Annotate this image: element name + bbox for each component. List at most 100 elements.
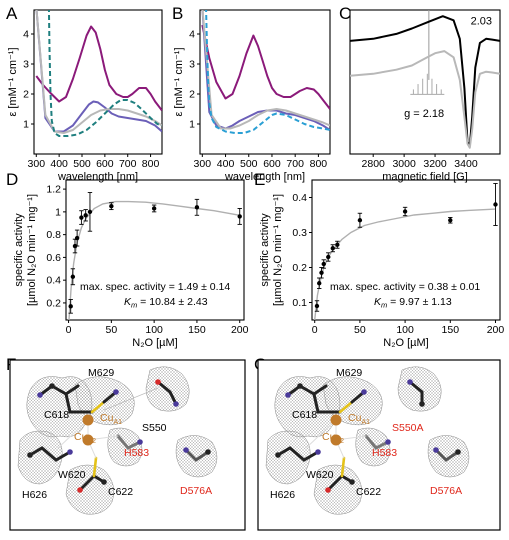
plot-frame <box>199 9 331 155</box>
chart-panel-d: 0 50 100 150 200 0.2 0.4 0.6 0.8 1 1.2 N₂O [µM] spec… <box>13 179 249 349</box>
label-s550: S550 <box>142 422 167 434</box>
x-tick-label: 600 <box>96 158 114 170</box>
data-point <box>109 203 114 209</box>
data-point <box>326 254 331 260</box>
x-tick-label: 3400 <box>454 158 478 170</box>
g-value-annotation-2: g = 2.18 <box>404 108 444 120</box>
km-symbol: K <box>374 296 382 308</box>
y-tick-label: 3 <box>189 59 195 71</box>
data-point <box>151 206 157 211</box>
x-tick-label: 800 <box>142 158 160 170</box>
x-tick-label: 500 <box>240 158 258 170</box>
x-tick-label: 600 <box>263 158 281 170</box>
residue-labels: M629 C618 CuA1 CuA2 S550 H583 H626 W620 … <box>22 367 212 501</box>
x-tick-label: 150 <box>442 324 460 336</box>
series-line-4 <box>47 10 162 137</box>
series-line-2 <box>35 10 162 133</box>
y-tick-label: 0.6 <box>46 252 61 264</box>
label-w620: W620 <box>58 469 86 481</box>
y-axis-label-units: [µmol N₂O min⁻¹ mg⁻¹] <box>272 194 284 306</box>
data-point <box>335 242 340 247</box>
x-tick-label: 50 <box>106 324 118 336</box>
data-point <box>194 205 200 210</box>
label-c622: C622 <box>108 486 133 498</box>
panel-letter-d: D <box>6 170 18 189</box>
series-line-1 <box>350 15 500 147</box>
x-tick-label: 0 <box>66 324 72 336</box>
label-cua2: CuA2 <box>74 431 96 445</box>
x-tick-label: 200 <box>231 324 249 336</box>
label-h626: H626 <box>22 489 47 501</box>
x-tick-label: 0 <box>312 324 318 336</box>
data-point <box>237 214 242 219</box>
data-point <box>74 235 80 241</box>
label-h583: H583 <box>372 447 397 459</box>
data-point <box>79 215 84 220</box>
series-line-4 <box>205 10 330 134</box>
x-tick-label: 200 <box>487 324 505 336</box>
km-value: = 10.84 ± 2.43 <box>137 296 207 308</box>
data-point <box>357 218 363 223</box>
y-tick-label: 0.3 <box>292 227 307 239</box>
points-group <box>314 183 498 320</box>
y-tick-label: 1 <box>23 119 29 131</box>
y-axis-label-units: [µmol N₂O min⁻¹ mg⁻¹] <box>26 194 38 306</box>
series-group <box>350 10 500 149</box>
x-tick-label: 400 <box>50 158 68 170</box>
label-cua1: CuA1 <box>348 412 370 426</box>
series-line-3 <box>35 10 162 134</box>
x-tick-label: 500 <box>73 158 91 170</box>
fit-annotation-km: Km = 9.97 ± 1.13 <box>374 296 452 310</box>
series-line-3 <box>201 10 330 130</box>
y-tick-label: 0.2 <box>46 297 61 309</box>
panel-letter-a: A <box>6 4 18 23</box>
data-point <box>493 202 498 207</box>
panel-letter-e: E <box>254 170 265 189</box>
g-value-annotation: 2.03 <box>471 15 492 27</box>
y-tick-label: 0.4 <box>292 192 307 204</box>
data-point <box>87 209 93 215</box>
x-tick-label: 300 <box>28 158 46 170</box>
label-w620: W620 <box>306 469 334 481</box>
label-h583: H583 <box>124 447 149 459</box>
x-tick-label: 700 <box>286 158 304 170</box>
x-tick-label: 800 <box>310 158 328 170</box>
y-tick-label: 2 <box>23 89 29 101</box>
series-group <box>35 10 162 137</box>
data-point <box>70 274 76 279</box>
km-value: = 9.97 ± 1.13 <box>387 296 452 308</box>
x-tick-label: 100 <box>396 324 414 336</box>
x-tick-label: 3200 <box>423 158 447 170</box>
y-axis-label: ε [mM⁻¹ cm⁻¹] <box>173 47 185 116</box>
data-point <box>317 281 322 286</box>
plot-frame <box>33 9 163 155</box>
panel-letter-b: B <box>172 4 183 23</box>
plot-frame <box>311 179 501 321</box>
label-m629: M629 <box>88 367 114 379</box>
x-tick-label: 50 <box>354 324 366 336</box>
label-cua2: CuA2 <box>322 431 344 445</box>
structure-panel-g: M629 C618 CuA1 CuA2 S550A H583 H626 W620… <box>257 359 501 531</box>
data-point <box>83 213 88 218</box>
data-point <box>319 270 324 275</box>
y-tick-label: 1 <box>55 206 61 218</box>
x-axis-label: magnetic field [G] <box>382 171 468 183</box>
label-d576a: D576A <box>430 485 462 497</box>
plot-frame <box>65 179 245 321</box>
data-point <box>402 209 408 214</box>
y-tick-label: 0.2 <box>292 262 307 274</box>
structure-panel-f: M629 C618 CuA1 CuA2 S550 H583 H626 W620 … <box>9 359 246 531</box>
fit-annotation-vmax: max. spec. activity = 1.49 ± 0.14 <box>80 281 230 293</box>
data-point <box>330 246 335 251</box>
x-axis-label: N₂O [µM] <box>383 337 428 349</box>
copper-atom-a2 <box>82 434 94 446</box>
copper-atom-a1 <box>330 414 342 426</box>
km-subscript: m <box>381 301 387 310</box>
x-tick-label: 150 <box>188 324 206 336</box>
y-axis-label: ε [mM⁻¹ cm⁻¹] <box>7 47 19 116</box>
y-tick-label: 1 <box>189 119 195 131</box>
x-tick-label: 2800 <box>362 158 386 170</box>
y-tick-label: 1.2 <box>46 184 61 196</box>
